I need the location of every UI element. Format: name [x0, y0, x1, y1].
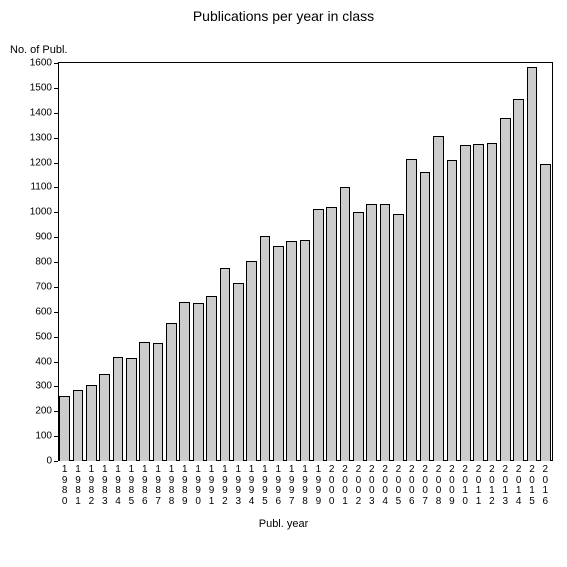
y-tick-mark [54, 312, 58, 313]
bar [380, 204, 391, 461]
x-tick-label: 2015 [525, 461, 538, 507]
x-tick-label: 1990 [192, 461, 205, 507]
bar [166, 323, 177, 461]
bar [460, 145, 471, 461]
bar [139, 342, 150, 461]
y-tick-mark [54, 163, 58, 164]
bar [193, 303, 204, 461]
bar [86, 385, 97, 461]
x-tick-label: 2014 [512, 461, 525, 507]
bar [273, 246, 284, 461]
bar [340, 187, 351, 461]
bar [353, 212, 364, 461]
bar [300, 240, 311, 461]
x-tick-label: 2010 [459, 461, 472, 507]
x-tick-label: 2008 [432, 461, 445, 507]
bar [286, 241, 297, 461]
bar [487, 143, 498, 461]
bar [420, 172, 431, 461]
x-tick-label: 2013 [499, 461, 512, 507]
x-tick-label: 2016 [539, 461, 552, 507]
y-tick-mark [54, 362, 58, 363]
bar [179, 302, 190, 461]
bar [540, 164, 551, 461]
x-tick-label: 1995 [258, 461, 271, 507]
bar [153, 343, 164, 461]
y-tick-mark [54, 411, 58, 412]
y-tick-mark [54, 138, 58, 139]
plot-area: 0100200300400500600700800900100011001200… [58, 62, 553, 461]
x-tick-label: 2002 [352, 461, 365, 507]
bar [260, 236, 271, 461]
y-tick-mark [54, 113, 58, 114]
y-tick-mark [54, 88, 58, 89]
bar [113, 357, 124, 461]
x-tick-label: 2009 [445, 461, 458, 507]
x-tick-label: 1983 [98, 461, 111, 507]
bar [326, 207, 337, 461]
x-tick-label: 2012 [485, 461, 498, 507]
x-tick-label: 1999 [312, 461, 325, 507]
y-tick-mark [54, 337, 58, 338]
bar [393, 214, 404, 462]
bar [99, 374, 110, 461]
y-axis-label: No. of Publ. [10, 44, 67, 56]
x-tick-label: 1991 [205, 461, 218, 507]
chart-title: Publications per year in class [0, 8, 567, 24]
y-tick-mark [54, 187, 58, 188]
x-tick-label: 1982 [85, 461, 98, 507]
x-tick-label: 1985 [125, 461, 138, 507]
y-tick-mark [54, 63, 58, 64]
y-tick-mark [54, 237, 58, 238]
bar [473, 144, 484, 461]
bar [233, 283, 244, 461]
x-tick-label: 1992 [218, 461, 231, 507]
x-tick-label: 2011 [472, 461, 485, 507]
bar [59, 396, 70, 461]
x-tick-label: 2007 [418, 461, 431, 507]
x-tick-label: 2001 [338, 461, 351, 507]
x-tick-label: 1980 [58, 461, 71, 507]
bar [246, 261, 257, 461]
chart-container: Publications per year in class No. of Pu… [0, 0, 567, 567]
bar [220, 268, 231, 461]
x-tick-label: 2000 [325, 461, 338, 507]
bar [447, 160, 458, 461]
y-tick-mark [54, 436, 58, 437]
x-tick-label: 1989 [178, 461, 191, 507]
x-tick-label: 1994 [245, 461, 258, 507]
bar [206, 296, 217, 461]
x-tick-label: 2006 [405, 461, 418, 507]
x-tick-label: 1984 [111, 461, 124, 507]
x-tick-label: 2004 [378, 461, 391, 507]
x-tick-label: 2005 [392, 461, 405, 507]
x-tick-label: 1987 [151, 461, 164, 507]
bar [527, 67, 538, 461]
x-tick-label: 1996 [272, 461, 285, 507]
x-tick-label: 2003 [365, 461, 378, 507]
x-tick-label: 1993 [232, 461, 245, 507]
bar [433, 136, 444, 461]
x-tick-label: 1997 [285, 461, 298, 507]
bar [313, 209, 324, 461]
y-tick-mark [54, 212, 58, 213]
bar [500, 118, 511, 461]
bar [406, 159, 417, 461]
bar [73, 390, 84, 461]
y-tick-mark [54, 262, 58, 263]
bar [366, 204, 377, 461]
x-tick-label: 1998 [298, 461, 311, 507]
bar [126, 358, 137, 461]
y-tick-mark [54, 386, 58, 387]
x-tick-label: 1986 [138, 461, 151, 507]
x-tick-label: 1981 [71, 461, 84, 507]
y-tick-mark [54, 287, 58, 288]
x-axis-label: Publ. year [0, 518, 567, 530]
bar [513, 99, 524, 461]
x-tick-label: 1988 [165, 461, 178, 507]
